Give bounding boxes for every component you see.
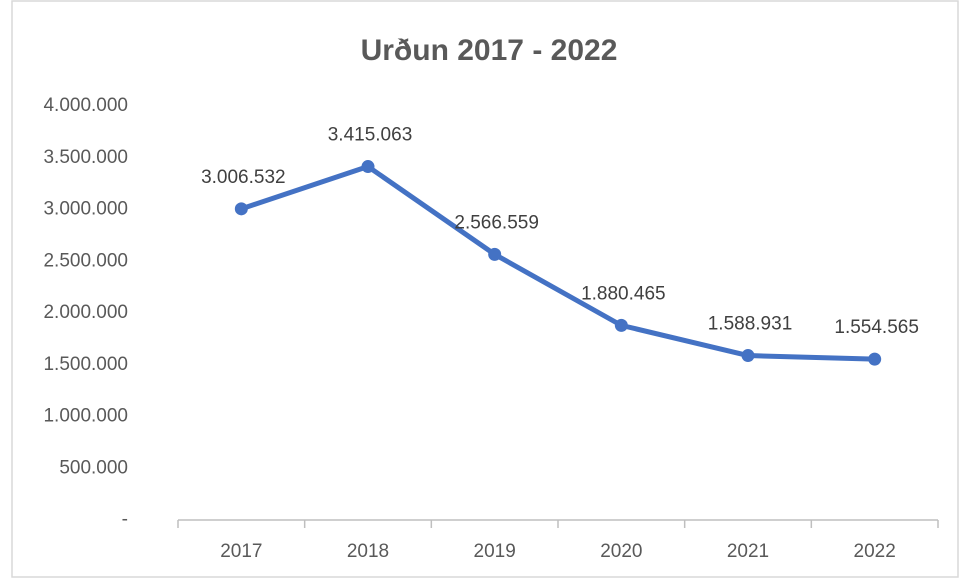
marker bbox=[361, 160, 375, 174]
y-tick-label: 4.000.000 bbox=[43, 95, 128, 116]
x-tick-label: 2021 bbox=[727, 541, 769, 562]
x-tick-label: 2020 bbox=[600, 541, 642, 562]
y-tick-label: 1.000.000 bbox=[43, 406, 128, 427]
chart-title: Urðun 2017 - 2022 bbox=[361, 34, 618, 67]
marker bbox=[868, 352, 882, 366]
y-tick-label: 2.500.000 bbox=[43, 250, 128, 271]
y-tick-label: 3.500.000 bbox=[43, 147, 128, 168]
line bbox=[238, 164, 878, 362]
data-label: 1.880.465 bbox=[581, 283, 666, 304]
data-label: 2.566.559 bbox=[454, 212, 539, 233]
x-tick-label: 2019 bbox=[474, 541, 516, 562]
chart-border bbox=[11, 0, 959, 578]
x-tick-label: 2018 bbox=[347, 541, 389, 562]
y-tick-label: 1.500.000 bbox=[43, 354, 128, 375]
data-label: 1.588.931 bbox=[708, 314, 793, 335]
data-label: 1.554.565 bbox=[834, 317, 919, 338]
marker bbox=[614, 318, 628, 332]
data-label: 3.415.063 bbox=[328, 125, 413, 146]
x-tick-label: 2017 bbox=[220, 541, 262, 562]
x-tick-label: 2022 bbox=[854, 541, 896, 562]
y-tick-label: 3.000.000 bbox=[43, 199, 128, 220]
y-tick-label: - bbox=[122, 509, 128, 530]
y-tick-label: 2.000.000 bbox=[43, 302, 128, 323]
data-label: 3.006.532 bbox=[201, 167, 286, 188]
marker bbox=[488, 247, 502, 261]
marker bbox=[741, 349, 755, 363]
y-tick-label: 500.000 bbox=[59, 457, 128, 478]
marker bbox=[234, 202, 248, 216]
